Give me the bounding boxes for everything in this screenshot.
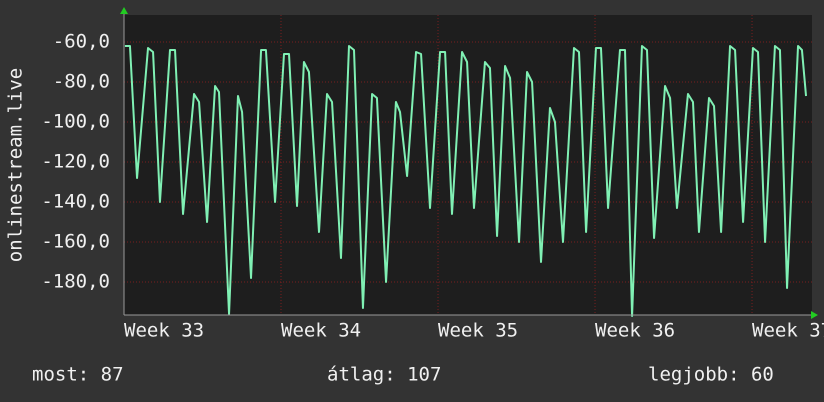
y-tick-label: -160,0 (41, 231, 110, 253)
data-line (124, 45, 808, 317)
x-tick-label: Week 34 (281, 320, 361, 342)
y-tick-label: -100,0 (41, 111, 110, 133)
x-tick-label: Week 37 (752, 320, 824, 342)
y-tick-label: -180,0 (41, 271, 110, 293)
x-axis-arrow (811, 311, 818, 319)
y-tick-label: -120,0 (41, 151, 110, 173)
y-axis-arrow (120, 7, 128, 14)
footer-stat: átlag: 107 (327, 364, 441, 386)
x-tick-label: Week 36 (595, 320, 675, 342)
footer-stat: legjobb: 60 (648, 364, 774, 386)
y-tick-label: -60,0 (53, 31, 110, 53)
footer-stat: most: 87 (32, 364, 124, 386)
y-tick-label: -140,0 (41, 191, 110, 213)
x-tick-label: Week 35 (438, 320, 518, 342)
y-axis-label: onlinestream.live (5, 68, 27, 262)
x-tick-label: Week 33 (124, 320, 204, 342)
plot (124, 45, 808, 317)
y-tick-label: -80,0 (53, 71, 110, 93)
grid (123, 15, 812, 315)
